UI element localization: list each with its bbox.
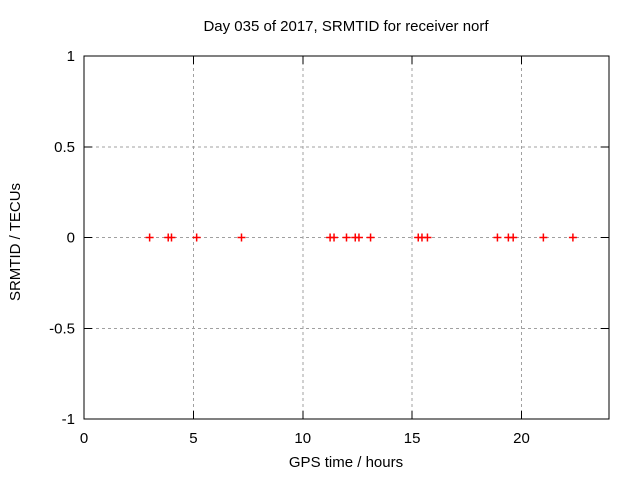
y-axis-label: SRMTID / TECUs [7, 183, 24, 301]
x-tick-label: 20 [513, 430, 530, 447]
data-point-marker [342, 233, 351, 242]
tick-label-layer: 0 5 10 15 20 -1 -0.5 0 0.5 1 [49, 48, 530, 447]
data-point-marker [423, 233, 432, 242]
y-tick-label: -0.5 [49, 320, 75, 337]
data-point-marker [354, 233, 363, 242]
data-point-marker [167, 233, 176, 242]
tick-layer [83, 55, 609, 420]
y-tick-label: -1 [62, 411, 75, 428]
data-point-marker [145, 233, 154, 242]
data-point-layer [145, 233, 577, 242]
data-point-marker [493, 233, 502, 242]
data-point-marker [192, 233, 201, 242]
data-point-marker [539, 233, 548, 242]
x-tick-label: 10 [294, 430, 311, 447]
x-tick-label: 0 [80, 430, 88, 447]
x-axis-label: GPS time / hours [289, 454, 403, 471]
y-tick-label: 1 [67, 48, 75, 65]
data-point-marker [568, 233, 577, 242]
data-point-marker [509, 233, 518, 242]
x-tick-label: 15 [404, 430, 421, 447]
data-point-marker [237, 233, 246, 242]
data-point-marker [330, 233, 339, 242]
y-tick-label: 0.5 [54, 139, 75, 156]
data-point-marker [366, 233, 375, 242]
x-tick-label: 5 [189, 430, 197, 447]
y-tick-label: 0 [67, 230, 75, 247]
chart-title: Day 035 of 2017, SRMTID for receiver nor… [203, 18, 489, 35]
